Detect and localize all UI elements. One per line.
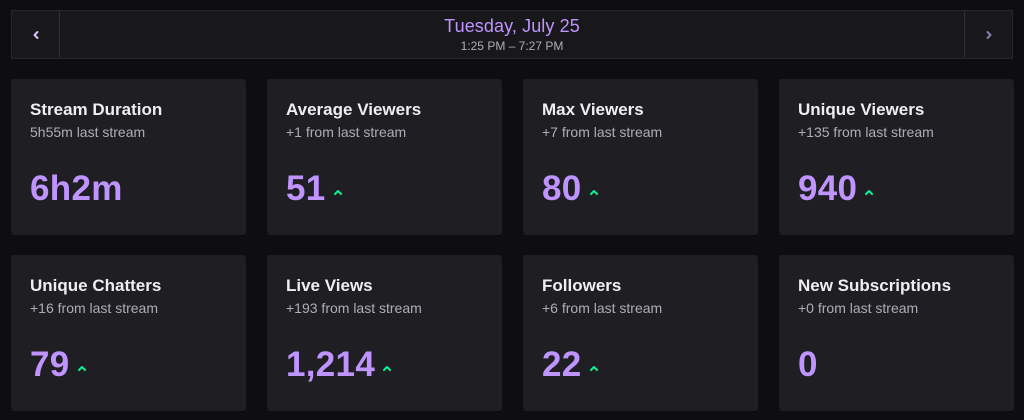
stat-value: 940 — [798, 169, 858, 208]
trend-up-icon — [864, 189, 874, 196]
stat-card-average-viewers: Average Viewers +1 from last stream 51 — [267, 79, 502, 235]
stat-title: New Subscriptions — [798, 276, 952, 295]
stat-value: 79 — [30, 345, 70, 384]
date-navigation-bar: Tuesday, July 25 1:25 PM – 7:27 PM — [11, 10, 1013, 59]
stat-comparison: +7 from last stream — [542, 124, 663, 140]
previous-stream-button[interactable] — [12, 11, 60, 58]
stat-value: 0 — [798, 345, 818, 384]
stat-value: 51 — [286, 169, 326, 208]
stat-comparison: +135 from last stream — [798, 124, 934, 140]
stats-grid: Stream Duration 5h55m last stream 6h2m A… — [11, 79, 1014, 411]
trend-up-icon — [333, 189, 343, 196]
stat-card-unique-chatters: Unique Chatters +16 from last stream 79 — [11, 255, 246, 411]
stat-comparison: 5h55m last stream — [30, 124, 146, 140]
stat-title: Average Viewers — [286, 100, 422, 119]
stream-date: Tuesday, July 25 — [444, 16, 580, 36]
trend-up-icon — [589, 189, 599, 196]
stat-card-max-viewers: Max Viewers +7 from last stream 80 — [523, 79, 758, 235]
chevron-left-icon — [32, 30, 40, 40]
stat-card-followers: Followers +6 from last stream 22 — [523, 255, 758, 411]
stream-time-range: 1:25 PM – 7:27 PM — [460, 39, 564, 53]
stat-title: Followers — [542, 276, 622, 295]
stat-card-stream-duration: Stream Duration 5h55m last stream 6h2m — [11, 79, 246, 235]
stat-comparison: +0 from last stream — [798, 300, 919, 316]
stat-title: Unique Chatters — [30, 276, 162, 295]
next-stream-button[interactable] — [964, 11, 1012, 58]
stat-comparison: +1 from last stream — [286, 124, 407, 140]
trend-up-icon — [77, 365, 87, 372]
stat-value: 22 — [542, 345, 582, 384]
stat-title: Unique Viewers — [798, 100, 925, 119]
stat-comparison: +193 from last stream — [286, 300, 422, 316]
stat-title: Stream Duration — [30, 100, 163, 119]
stat-value: 80 — [542, 169, 582, 208]
chevron-right-icon — [985, 30, 993, 40]
trend-up-icon — [382, 365, 392, 372]
stat-title: Live Views — [286, 276, 373, 295]
stat-card-live-views: Live Views +193 from last stream 1,214 — [267, 255, 502, 411]
trend-up-icon — [589, 365, 599, 372]
date-display: Tuesday, July 25 1:25 PM – 7:27 PM — [60, 11, 964, 58]
stat-title: Max Viewers — [542, 100, 644, 119]
stat-value: 6h2m — [30, 169, 123, 208]
stat-card-new-subscriptions: New Subscriptions +0 from last stream 0 — [779, 255, 1014, 411]
stat-value: 1,214 — [286, 345, 376, 384]
stat-comparison: +16 from last stream — [30, 300, 158, 316]
stat-comparison: +6 from last stream — [542, 300, 663, 316]
stat-card-unique-viewers: Unique Viewers +135 from last stream 940 — [779, 79, 1014, 235]
